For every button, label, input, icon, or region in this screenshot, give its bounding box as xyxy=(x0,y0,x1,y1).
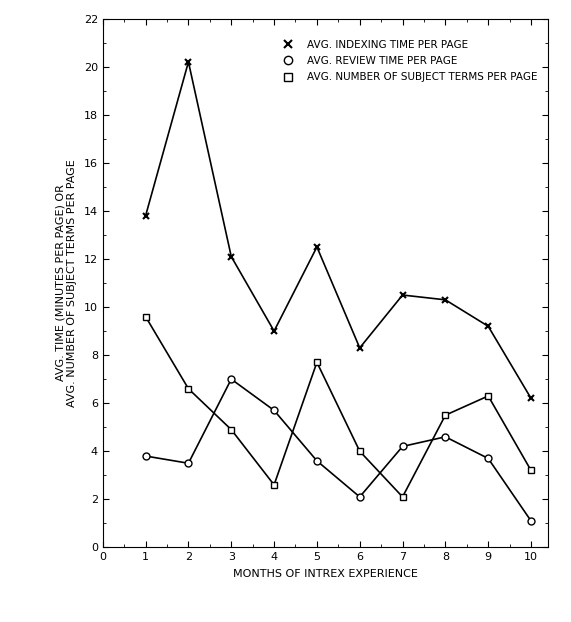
Y-axis label: AVG. TIME (MINUTES PER PAGE) OR
AVG. NUMBER OF SUBJECT TERMS PER PAGE: AVG. TIME (MINUTES PER PAGE) OR AVG. NUM… xyxy=(55,159,77,407)
X-axis label: MONTHS OF INTREX EXPERIENCE: MONTHS OF INTREX EXPERIENCE xyxy=(233,569,418,579)
Legend: AVG. INDEXING TIME PER PAGE, AVG. REVIEW TIME PER PAGE, AVG. NUMBER OF SUBJECT T: AVG. INDEXING TIME PER PAGE, AVG. REVIEW… xyxy=(273,34,543,87)
